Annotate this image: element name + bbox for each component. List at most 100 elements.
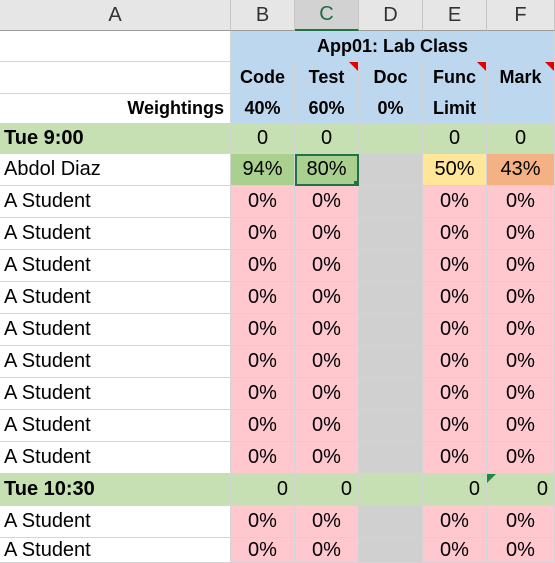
score-cell[interactable]: 0%	[487, 410, 555, 442]
student-name[interactable]: A Student	[0, 250, 231, 282]
weighting-func[interactable]: Limit	[423, 94, 487, 124]
header-func[interactable]: Func	[423, 62, 487, 94]
score-cell[interactable]: 0%	[231, 314, 295, 346]
score-cell[interactable]: 0%	[231, 346, 295, 378]
column-header-f[interactable]: F	[487, 0, 555, 31]
doc-cell[interactable]	[359, 250, 423, 282]
doc-cell[interactable]	[359, 506, 423, 538]
score-cell[interactable]: 0%	[423, 442, 487, 474]
group-label[interactable]: Tue 10:30	[0, 474, 231, 506]
score-cell[interactable]: 50%	[423, 154, 487, 186]
student-name[interactable]: Abdol Diaz	[0, 154, 231, 186]
score-cell[interactable]: 0%	[295, 282, 359, 314]
score-cell[interactable]: 0%	[423, 282, 487, 314]
header-mark[interactable]: Mark	[487, 62, 555, 94]
score-cell[interactable]: 0%	[487, 250, 555, 282]
student-name[interactable]: A Student	[0, 186, 231, 218]
score-cell[interactable]: 0%	[487, 314, 555, 346]
score-cell[interactable]: 0%	[423, 378, 487, 410]
score-cell[interactable]: 0%	[231, 442, 295, 474]
group-value[interactable]: 0	[231, 474, 295, 506]
group-value[interactable]: 0	[423, 474, 487, 506]
weighting-code[interactable]: 40%	[231, 94, 295, 124]
student-name[interactable]: A Student	[0, 378, 231, 410]
score-cell[interactable]: 0%	[295, 314, 359, 346]
column-header-b[interactable]: B	[231, 0, 295, 31]
score-cell[interactable]: 0%	[295, 410, 359, 442]
column-header-d[interactable]: D	[359, 0, 423, 31]
score-cell[interactable]: 0%	[487, 346, 555, 378]
doc-cell[interactable]	[359, 218, 423, 250]
student-name[interactable]: A Student	[0, 314, 231, 346]
student-name[interactable]: A Student	[0, 538, 231, 563]
doc-cell[interactable]	[359, 314, 423, 346]
score-cell[interactable]: 0%	[423, 218, 487, 250]
score-cell[interactable]: 0%	[231, 506, 295, 538]
score-cell[interactable]: 0%	[231, 538, 295, 563]
score-cell[interactable]: 0%	[295, 250, 359, 282]
column-header-e[interactable]: E	[423, 0, 487, 31]
doc-cell[interactable]	[359, 442, 423, 474]
score-cell[interactable]: 0%	[423, 538, 487, 563]
score-cell[interactable]: 0%	[487, 282, 555, 314]
score-cell[interactable]: 0%	[423, 506, 487, 538]
doc-cell[interactable]	[359, 378, 423, 410]
group-value[interactable]	[359, 124, 423, 154]
header-test[interactable]: Test	[295, 62, 359, 94]
score-cell[interactable]: 0%	[487, 538, 555, 563]
score-cell[interactable]: 0%	[423, 410, 487, 442]
group-label[interactable]: Tue 9:00	[0, 124, 231, 154]
student-name[interactable]: A Student	[0, 282, 231, 314]
cell[interactable]	[0, 31, 231, 62]
score-cell[interactable]: 0%	[487, 378, 555, 410]
group-value[interactable]: 0	[231, 124, 295, 154]
group-value[interactable]: 0	[295, 474, 359, 506]
weighting-test[interactable]: 60%	[295, 94, 359, 124]
score-cell[interactable]: 0%	[423, 186, 487, 218]
score-cell[interactable]: 0%	[295, 506, 359, 538]
score-cell[interactable]: 0%	[295, 186, 359, 218]
student-name[interactable]: A Student	[0, 506, 231, 538]
score-cell[interactable]: 0%	[423, 314, 487, 346]
score-cell[interactable]: 0%	[423, 346, 487, 378]
student-name[interactable]: A Student	[0, 346, 231, 378]
score-cell[interactable]: 0%	[231, 282, 295, 314]
score-cell[interactable]: 0%	[487, 186, 555, 218]
weightings-label[interactable]: Weightings	[0, 94, 231, 124]
doc-cell[interactable]	[359, 154, 423, 186]
weighting-mark[interactable]	[487, 94, 555, 124]
score-cell[interactable]: 0%	[487, 442, 555, 474]
weighting-doc[interactable]: 0%	[359, 94, 423, 124]
student-name[interactable]: A Student	[0, 442, 231, 474]
score-cell[interactable]: 0%	[423, 250, 487, 282]
doc-cell[interactable]	[359, 282, 423, 314]
group-value[interactable]: 0	[295, 124, 359, 154]
score-cell[interactable]: 0%	[231, 250, 295, 282]
column-header-c[interactable]: C	[295, 0, 359, 31]
score-cell[interactable]: 0%	[295, 442, 359, 474]
score-cell[interactable]: 0%	[231, 218, 295, 250]
score-cell[interactable]: 0%	[231, 410, 295, 442]
score-cell[interactable]: 0%	[231, 186, 295, 218]
score-cell[interactable]: 43%	[487, 154, 555, 186]
score-cell[interactable]: 0%	[295, 346, 359, 378]
group-value[interactable]: 0	[487, 474, 555, 506]
doc-cell[interactable]	[359, 346, 423, 378]
doc-cell[interactable]	[359, 186, 423, 218]
header-doc[interactable]: Doc	[359, 62, 423, 94]
cell[interactable]	[0, 62, 231, 94]
student-name[interactable]: A Student	[0, 218, 231, 250]
score-cell[interactable]: 0%	[231, 378, 295, 410]
group-value[interactable]	[359, 474, 423, 506]
score-cell[interactable]: 0%	[487, 218, 555, 250]
score-cell[interactable]: 94%	[231, 154, 295, 186]
score-cell[interactable]: 0%	[295, 378, 359, 410]
score-cell[interactable]: 0%	[487, 506, 555, 538]
group-value[interactable]: 0	[423, 124, 487, 154]
class-title[interactable]: App01: Lab Class	[231, 31, 555, 62]
score-cell[interactable]: 0%	[295, 218, 359, 250]
header-code[interactable]: Code	[231, 62, 295, 94]
column-header-a[interactable]: A	[0, 0, 231, 31]
student-name[interactable]: A Student	[0, 410, 231, 442]
group-value[interactable]: 0	[487, 124, 555, 154]
